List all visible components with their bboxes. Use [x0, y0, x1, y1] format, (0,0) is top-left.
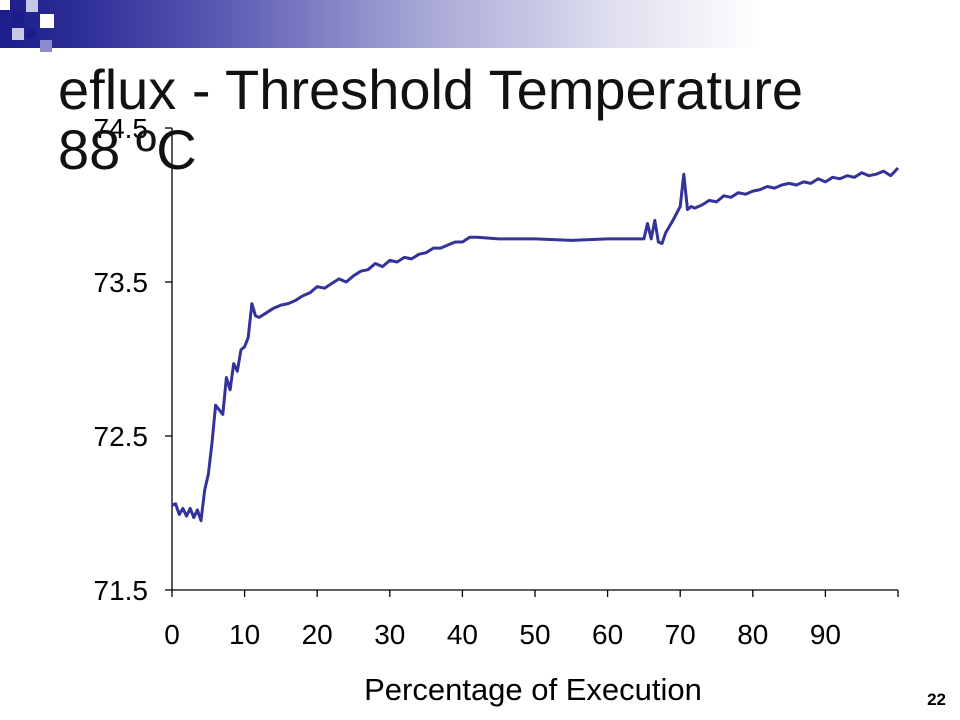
slide-title: eflux - Threshold Temperature 88 ºC	[58, 60, 803, 180]
x-tick-label: 80	[737, 619, 768, 650]
series-line	[171, 166, 900, 523]
slide-number: 22	[927, 690, 946, 709]
x-tick-label: 50	[519, 619, 550, 650]
x-tick-label: 40	[447, 619, 478, 650]
y-tick-label: 73.5	[94, 267, 149, 298]
x-axis-ticks: 0 10 20 30 40 50 60 70 80 90	[164, 590, 899, 650]
x-tick-label: 10	[229, 619, 260, 650]
header-gradient-bar	[0, 0, 960, 48]
x-tick-label: 90	[810, 619, 841, 650]
chart-series	[171, 166, 900, 523]
decorative-squares-logo	[0, 0, 60, 60]
chart-axes	[171, 128, 898, 591]
x-tick-label: 20	[302, 619, 333, 650]
title-line-1: eflux - Threshold Temperature	[58, 58, 803, 121]
x-tick-label: 0	[164, 619, 180, 650]
y-tick-label: 74.5	[94, 113, 149, 144]
title-line-2: 88 ºC	[58, 118, 197, 181]
y-tick-label: 71.5	[94, 575, 149, 606]
y-axis-ticks: 71.5 72.5 73.5 74.5	[94, 113, 172, 606]
x-axis-title: Percentage of Execution	[364, 672, 702, 707]
x-tick-label: 30	[374, 619, 405, 650]
x-tick-label: 70	[665, 619, 696, 650]
y-tick-label: 72.5	[94, 421, 149, 452]
x-tick-label: 60	[592, 619, 623, 650]
